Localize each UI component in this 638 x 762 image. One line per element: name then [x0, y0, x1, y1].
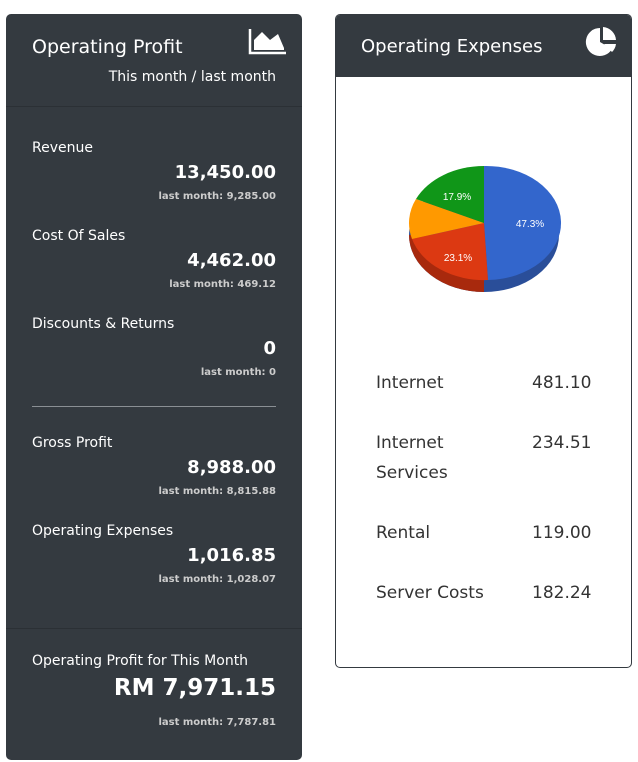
expense-name: Internet Services: [376, 433, 448, 483]
metric-discounts-returns: Discounts & Returns 0 last month: 0: [32, 316, 276, 378]
metric-revenue: Revenue 13,450.00 last month: 9,285.00: [32, 140, 276, 202]
metric-label: Cost Of Sales: [32, 228, 126, 244]
footer-value: RM 7,971.15: [113, 675, 276, 701]
metric-last-month: last month: 9,285.00: [158, 191, 276, 202]
operating-profit-footer: Operating Profit for This Month RM 7,971…: [6, 628, 302, 728]
metric-value: 8,988.00: [187, 457, 276, 478]
metric-operating-expenses: Operating Expenses 1,016.85 last month: …: [32, 523, 276, 585]
operating-expenses-card: Operating Expenses 47.3% 23.1% 17.9% Int…: [335, 14, 632, 668]
expenses-pie-chart: 47.3% 23.1% 17.9%: [406, 155, 566, 319]
card-subtitle: This month / last month: [108, 69, 276, 85]
metric-last-month: last month: 8,815.88: [158, 486, 276, 497]
slice-label: 47.3%: [516, 219, 544, 230]
expense-name: Rental: [376, 523, 431, 543]
slice-label: 17.9%: [443, 192, 471, 203]
metric-cost-of-sales: Cost Of Sales 4,462.00 last month: 469.1…: [32, 228, 276, 290]
pie-chart-icon: [585, 25, 619, 63]
metric-value: 0: [263, 338, 276, 359]
divider: [32, 406, 276, 407]
metric-label: Operating Expenses: [32, 523, 174, 539]
expense-name: Internet: [376, 373, 444, 393]
metric-gross-profit: Gross Profit 8,988.00 last month: 8,815.…: [32, 435, 276, 497]
metric-value: 4,462.00: [187, 250, 276, 271]
metric-value: 13,450.00: [174, 162, 276, 183]
expense-name: Server Costs: [376, 583, 484, 603]
card-header: Operating Profit This month / last month: [6, 14, 302, 107]
footer-label: Operating Profit for This Month: [32, 653, 249, 669]
card-title: Operating Expenses: [361, 36, 543, 57]
metric-last-month: last month: 0: [200, 367, 276, 378]
metric-last-month: last month: 469.12: [169, 279, 276, 290]
card-header: Operating Expenses: [336, 15, 631, 77]
expense-value: 119.00: [532, 523, 592, 543]
metric-label: Discounts & Returns: [32, 316, 175, 332]
expense-value: 234.51: [532, 433, 592, 453]
metric-label: Revenue: [32, 140, 93, 156]
operating-profit-card: Operating Profit This month / last month…: [6, 14, 302, 760]
card-title: Operating Profit: [32, 36, 183, 58]
area-chart-icon: [248, 28, 288, 60]
footer-last-month: last month: 7,787.81: [158, 717, 276, 728]
expense-value: 481.10: [532, 373, 592, 393]
expense-value: 182.24: [532, 583, 592, 603]
metric-value: 1,016.85: [187, 545, 276, 566]
slice-label: 23.1%: [444, 253, 472, 264]
metric-label: Gross Profit: [32, 435, 113, 451]
metric-last-month: last month: 1,028.07: [158, 574, 276, 585]
